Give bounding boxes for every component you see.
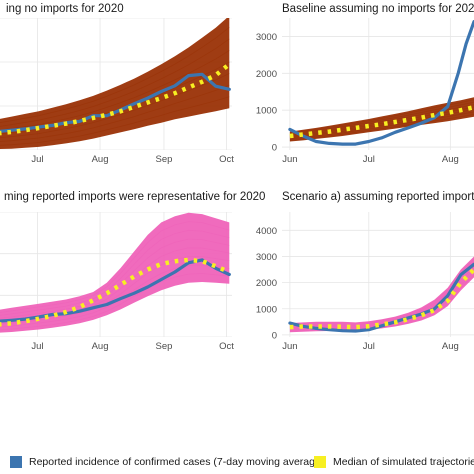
median-trajectory-line: [0, 62, 231, 136]
legend-swatch-reported: [10, 456, 22, 468]
trajectory-line-2: [0, 73, 230, 139]
legend-swatch-median: [314, 456, 326, 468]
x-tick-label: Aug: [92, 154, 109, 165]
legend-item-median: Median of simulated trajectories: [314, 456, 474, 468]
x-tick-label: Jul: [31, 154, 43, 165]
trajectory-line-1: [289, 111, 474, 140]
panel-2: Baseline assuming no imports for 2021 Jun…: [256, 3, 474, 165]
trajectory-line-6: [0, 221, 230, 313]
panel-4: Scenario a) assuming reported imports we…: [256, 191, 474, 352]
plot-area: [282, 212, 474, 337]
y-tick-label: 3000: [256, 252, 277, 263]
y-tick-label: 2000: [256, 69, 277, 80]
legend-item-reported: Reported incidence of confirmed cases (7…: [10, 456, 324, 468]
x-tick-label: Jun: [282, 154, 297, 165]
x-tick-label: Jul: [363, 154, 375, 165]
trajectory-band: [289, 256, 474, 333]
x-tick-label: Aug: [92, 341, 109, 352]
x-tick-label: Jul: [363, 341, 375, 352]
trajectory-line-5: [0, 38, 230, 127]
y-tick-label: 2000: [256, 278, 277, 289]
plot-area: [0, 18, 232, 150]
legend: Reported incidence of confirmed cases (7…: [0, 456, 474, 474]
x-tick-label: Aug: [442, 341, 459, 352]
panel-3: ming reported imports were representativ…: [0, 191, 265, 352]
reported-incidence-line: [288, 20, 474, 146]
panel-title: Scenario a) assuming reported imports we…: [282, 191, 474, 203]
y-tick-label: 3000: [256, 32, 277, 43]
trajectory-band: [0, 212, 230, 333]
x-tick-label: Sep: [156, 154, 173, 165]
x-tick-label: Aug: [442, 154, 459, 165]
median-trajectory-line: [0, 257, 231, 327]
y-tick-label: 0: [272, 143, 277, 154]
panel-title: ming reported imports were representativ…: [4, 191, 265, 203]
panel-title: Baseline assuming no imports for 2021: [282, 3, 474, 15]
trajectory-line-1: [0, 84, 230, 142]
x-tick-label: Jun: [282, 341, 297, 352]
panel-1: ing no imports for 2020 Jul Aug Sep Oct: [0, 3, 234, 165]
trajectory-line-6: [289, 99, 474, 134]
x-tick-label: Oct: [219, 341, 234, 352]
legend-label-reported: Reported incidence of confirmed cases (7…: [29, 456, 325, 468]
plot-area: [282, 18, 474, 150]
legend-label-median: Median of simulated trajectories: [333, 456, 474, 468]
trajectory-line-0: [0, 96, 230, 146]
median-trajectory-line: [289, 105, 474, 139]
y-tick-label: 4000: [256, 226, 277, 237]
median-trajectory-line: [289, 267, 474, 330]
trajectory-line-5: [289, 261, 474, 326]
trajectory-line-4: [0, 238, 230, 319]
x-tick-label: Oct: [219, 154, 234, 165]
y-tick-label: 0: [272, 330, 277, 341]
trajectory-line-0: [289, 114, 474, 141]
trajectory-line-5: [0, 229, 230, 316]
reported-incidence-line: [288, 262, 474, 333]
trajectory-line-0: [0, 273, 230, 331]
trajectory-line-4: [0, 50, 230, 131]
x-tick-label: Sep: [156, 341, 173, 352]
plot-area: [0, 212, 232, 337]
y-tick-label: 1000: [256, 106, 277, 117]
y-tick-label: 1000: [256, 304, 277, 315]
panel-title: ing no imports for 2020: [6, 3, 124, 15]
trajectory-line-6: [289, 258, 474, 325]
x-tick-label: Jul: [31, 341, 43, 352]
trajectory-line-6: [0, 26, 230, 123]
